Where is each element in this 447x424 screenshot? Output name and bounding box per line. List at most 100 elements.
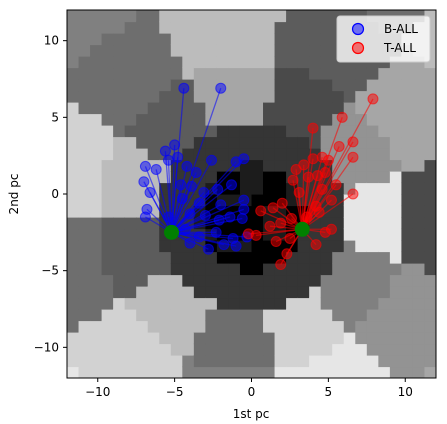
bg-cell xyxy=(239,125,253,138)
bg-cell xyxy=(101,33,114,46)
bg-cell xyxy=(78,366,91,378)
bg-cell xyxy=(124,44,137,57)
bg-cell xyxy=(101,251,114,264)
bg-cell xyxy=(90,297,103,310)
bg-cell xyxy=(251,332,264,345)
bg-cell xyxy=(309,263,322,276)
bg-cell xyxy=(78,332,91,345)
bg-cell xyxy=(251,136,264,149)
bg-cell xyxy=(274,171,287,184)
bg-cell xyxy=(378,217,391,230)
bg-cell xyxy=(286,309,299,322)
bg-cell xyxy=(389,148,403,161)
bg-cell xyxy=(401,263,414,276)
bg-cell xyxy=(412,251,426,264)
bg-cell xyxy=(193,90,206,103)
bg-cell xyxy=(355,79,368,92)
bg-cell xyxy=(67,159,80,172)
bg-cell xyxy=(309,309,322,322)
bg-cell xyxy=(239,113,253,126)
bg-cell xyxy=(193,240,206,253)
bg-cell xyxy=(424,263,436,276)
bg-cell xyxy=(263,274,276,287)
bg-cell xyxy=(216,33,230,46)
bg-cell xyxy=(343,228,356,241)
bg-cell xyxy=(147,90,160,103)
y-axis-ticks: −10 −5 0 5 10 xyxy=(34,34,67,354)
bg-cell xyxy=(124,136,137,149)
bg-cell xyxy=(412,274,426,287)
bg-cell xyxy=(113,148,126,161)
bg-cell xyxy=(424,297,436,310)
bg-cell xyxy=(124,366,137,378)
bg-cell xyxy=(147,44,160,57)
bg-cell xyxy=(412,79,426,92)
bg-cell xyxy=(297,102,310,115)
data-point-b-all xyxy=(238,203,250,215)
bg-cell xyxy=(401,102,414,115)
bg-cell xyxy=(286,136,299,149)
bg-cell xyxy=(193,309,206,322)
bg-cell xyxy=(251,286,264,299)
bg-cell xyxy=(78,33,91,46)
bg-cell xyxy=(274,102,287,115)
bg-cell xyxy=(228,125,241,138)
bg-cell xyxy=(286,67,299,80)
bg-cell xyxy=(239,286,253,299)
bg-cell xyxy=(355,309,368,322)
bg-cell xyxy=(297,33,310,46)
bg-cell xyxy=(228,33,241,46)
x-axis-ticks: −10 −5 0 5 10 xyxy=(85,378,413,399)
bg-cell xyxy=(251,343,264,356)
bg-cell xyxy=(216,366,230,378)
bg-cell xyxy=(228,79,241,92)
bg-cell xyxy=(320,90,333,103)
bg-cell xyxy=(366,286,379,299)
bg-cell xyxy=(297,240,310,253)
bg-cell xyxy=(309,251,322,264)
bg-cell xyxy=(401,274,414,287)
bg-cell xyxy=(309,343,322,356)
bg-cell xyxy=(228,343,241,356)
bg-cell xyxy=(170,320,183,333)
data-point-b-all xyxy=(169,139,181,151)
bg-cell xyxy=(124,332,137,345)
bg-cell xyxy=(309,67,322,80)
bg-cell xyxy=(412,228,426,241)
bg-cell xyxy=(239,355,253,368)
bg-cell xyxy=(90,79,103,92)
bg-cell xyxy=(147,79,160,92)
bg-cell xyxy=(309,355,322,368)
bg-cell xyxy=(251,10,264,23)
data-point-b-all xyxy=(212,183,224,195)
bg-cell xyxy=(193,125,206,138)
bg-cell xyxy=(78,182,91,195)
bg-cell xyxy=(389,309,403,322)
bg-cell xyxy=(67,10,80,23)
data-point-t-all xyxy=(325,223,337,235)
bg-cell xyxy=(389,320,403,333)
bg-cell xyxy=(251,56,264,69)
bg-cell xyxy=(366,205,379,218)
bg-cell xyxy=(263,136,276,149)
bg-cell xyxy=(170,67,183,80)
legend-marker-b-all xyxy=(351,22,365,36)
bg-cell xyxy=(332,263,345,276)
bg-cell xyxy=(159,79,172,92)
bg-cell xyxy=(389,240,403,253)
bg-cell xyxy=(263,286,276,299)
bg-cell xyxy=(251,366,264,378)
bg-cell xyxy=(297,297,310,310)
bg-cell xyxy=(170,332,183,345)
bg-cell xyxy=(389,79,403,92)
bg-cell xyxy=(309,10,322,23)
bg-cell xyxy=(297,366,310,378)
bg-cell xyxy=(193,102,206,115)
bg-cell xyxy=(193,355,206,368)
bg-cell xyxy=(67,136,80,149)
bg-cell xyxy=(343,355,356,368)
bg-cell xyxy=(78,355,91,368)
bg-cell xyxy=(67,205,80,218)
bg-cell xyxy=(263,56,276,69)
bg-cell xyxy=(239,21,253,34)
